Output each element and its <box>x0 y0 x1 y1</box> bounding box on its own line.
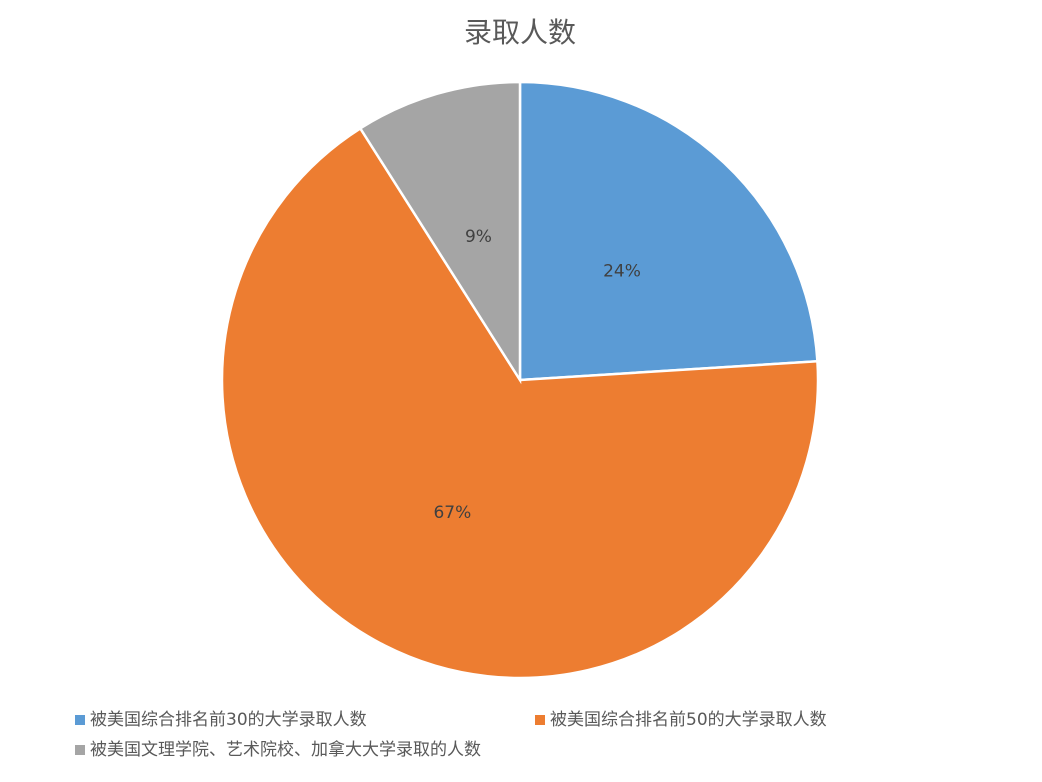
pie-slice <box>518 80 819 382</box>
legend-label: 被美国综合排名前50的大学录取人数 <box>550 710 827 730</box>
legend-marker <box>75 745 85 755</box>
chart-title: 录取人数 <box>464 16 576 49</box>
pie-slice <box>358 80 522 385</box>
legend-marker <box>535 715 545 725</box>
data-label: 24% <box>603 261 641 281</box>
pie-slice <box>220 126 820 680</box>
data-label: 9% <box>465 227 492 247</box>
legend-marker <box>75 715 85 725</box>
legend-label: 被美国综合排名前30的大学录取人数 <box>90 710 367 730</box>
data-label: 67% <box>433 503 471 523</box>
legend-label: 被美国文理学院、艺术院校、加拿大大学录取的人数 <box>90 739 481 760</box>
